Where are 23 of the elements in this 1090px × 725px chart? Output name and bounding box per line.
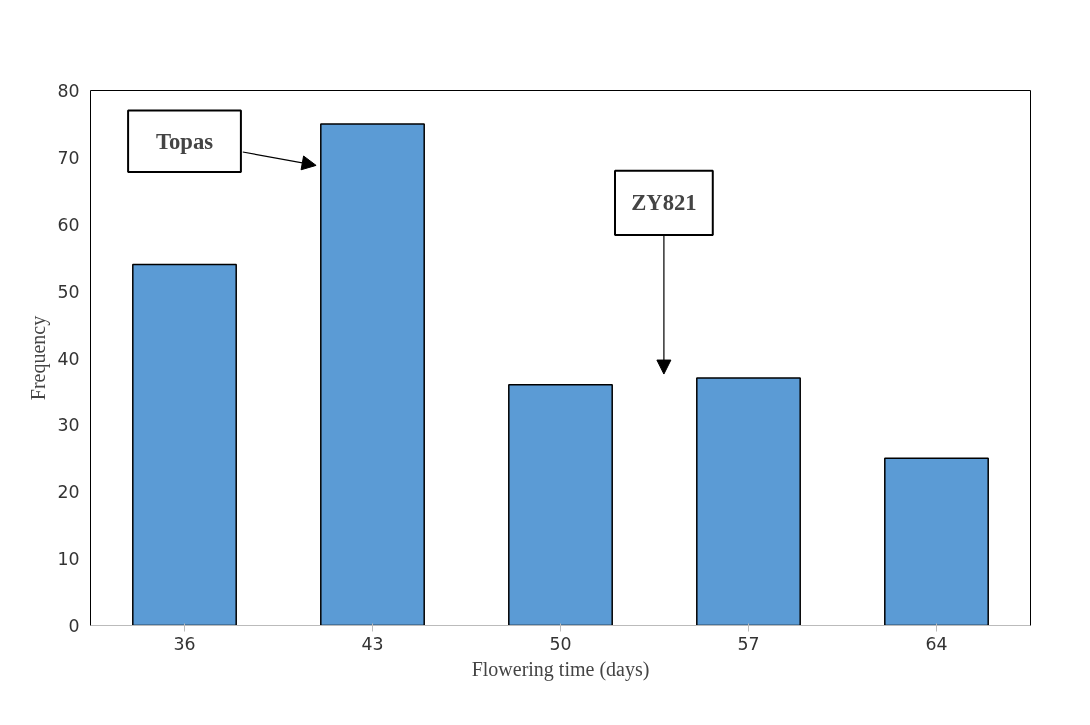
y-tick-label: 80 (57, 81, 80, 101)
x-tick-label: 50 (549, 633, 572, 654)
annotation: Topas (155, 128, 214, 154)
y-tick-label: 10 (57, 549, 80, 570)
y-tick-label: 20 (57, 482, 80, 503)
y-tick-label: 60 (57, 214, 80, 235)
y-tick-label: 70 (57, 147, 80, 168)
bar (696, 377, 801, 626)
x-tick-label: 64 (925, 633, 948, 654)
x-tick-label: 57 (737, 633, 760, 654)
y-tick-label: 30 (57, 415, 80, 436)
y-tick-label: 0 (68, 616, 80, 636)
bar (508, 384, 613, 626)
bar (132, 263, 237, 626)
x-axis-title: Flowering time (days) (471, 657, 650, 681)
y-tick-label: 50 (57, 281, 80, 302)
y-tick-label: 40 (57, 348, 80, 369)
annotation: ZY821 (631, 190, 697, 216)
x-tick-label: 43 (361, 633, 384, 654)
bar (884, 457, 989, 626)
y-axis-title: Frequency (27, 315, 51, 401)
bar (320, 123, 425, 626)
x-tick-label: 36 (173, 633, 196, 654)
